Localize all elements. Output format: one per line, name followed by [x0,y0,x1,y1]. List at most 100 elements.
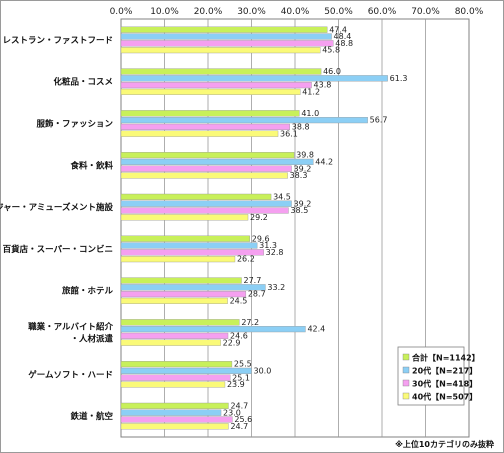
bar [120,423,229,430]
value-label: 30.0 [254,367,272,376]
x-tick-label: 60.0% [368,7,397,17]
value-label: 23.0 [223,408,241,417]
value-label: 48.4 [334,32,352,41]
value-label: 43.8 [314,81,332,90]
category-label: 旅館・ホテル [61,286,114,297]
category-label: ゲームソフト・ハード [28,369,113,380]
value-label: 25.1 [232,373,250,382]
value-label: 26.2 [237,255,255,264]
value-label: 61.3 [390,74,408,83]
value-label: 38.8 [292,123,310,132]
bar [120,235,250,242]
bar [120,332,229,340]
bar [120,374,231,381]
bar [120,165,292,172]
value-label: 39.8 [296,151,314,160]
category-label: 職業・アルバイト紹介 [28,322,113,333]
value-label: 46.0 [323,67,341,76]
footnote: ※上位10カテゴリのみ抜粋 [395,439,494,449]
value-label: 33.2 [267,283,285,292]
category-label: レストラン・ファストフード [2,36,113,46]
x-tick-label: 50.0% [324,7,353,17]
legend-label: 40代【N=507】 [412,392,477,402]
legend-label: 20代【N=217】 [412,366,477,376]
bar [120,367,252,375]
bar [120,158,314,166]
bar [120,402,229,410]
bar [120,284,266,291]
value-label: 29.6 [252,234,270,243]
bar [120,193,272,201]
category-label: ・人材派遣 [70,334,113,345]
bar [120,88,301,96]
bar [120,297,228,305]
value-label: 24.7 [230,422,248,431]
bar [120,110,300,117]
x-tick-label: 30.0% [237,7,266,17]
bar [120,123,290,131]
value-label: 28.7 [248,290,266,299]
value-label: 38.5 [290,206,308,215]
value-label: 32.8 [266,248,284,257]
bar [120,200,292,207]
bar [120,242,258,249]
bar [120,68,322,75]
bar [120,416,233,423]
value-label: 38.3 [290,171,308,180]
bar [120,381,226,388]
legend-swatch [402,392,410,400]
bar [120,151,295,159]
bar [120,214,249,221]
legend-label: 合計【N=1142】 [411,353,480,363]
x-tick-label: 40.0% [281,7,310,17]
bar [120,172,288,179]
value-label: 24.6 [230,332,248,341]
value-label: 23.9 [227,380,245,389]
bar [120,75,388,82]
value-label: 56.7 [370,116,388,125]
value-label: 39.2 [294,164,312,173]
bar [120,249,264,256]
bar [120,207,289,214]
bar [120,326,306,333]
value-label: 25.5 [234,360,252,369]
value-label: 41.0 [301,109,319,118]
value-label: 27.7 [243,276,261,285]
value-label: 25.6 [234,415,252,424]
category-label: レジャー・アミューズメント施設 [0,202,113,213]
legend-swatch [402,353,410,361]
value-label: 42.4 [307,325,325,334]
value-label: 24.7 [230,402,248,411]
bar [120,26,328,33]
value-label: 39.2 [294,199,312,208]
bar [120,81,312,89]
category-label: 鉄道・航空 [70,411,113,422]
bar [120,319,240,326]
legend-swatch [402,366,410,374]
category-label: 百貨店・スーパー・コンビニ [3,244,113,255]
legend-label: 30代【N=418】 [412,379,477,389]
bar [120,277,242,284]
bar [120,256,236,263]
x-tick-label: 10.0% [150,7,179,17]
bar [120,291,247,298]
value-label: 36.1 [280,129,298,138]
value-label: 47.4 [329,25,347,34]
value-label: 44.2 [315,158,333,167]
bar [120,361,233,368]
bar [120,130,279,137]
value-label: 41.2 [302,88,320,97]
bar [120,409,222,416]
x-tick-label: 80.0% [455,7,484,17]
category-label: 食料・飲料 [70,160,113,171]
bar [120,33,332,40]
value-label: 34.5 [273,193,291,202]
value-label: 22.9 [223,338,241,347]
value-label: 45.8 [322,46,340,55]
bar [120,339,221,346]
x-tick-label: 70.0% [411,7,440,17]
value-label: 24.5 [230,297,248,306]
bar [120,116,368,124]
value-label: 29.2 [250,213,268,222]
